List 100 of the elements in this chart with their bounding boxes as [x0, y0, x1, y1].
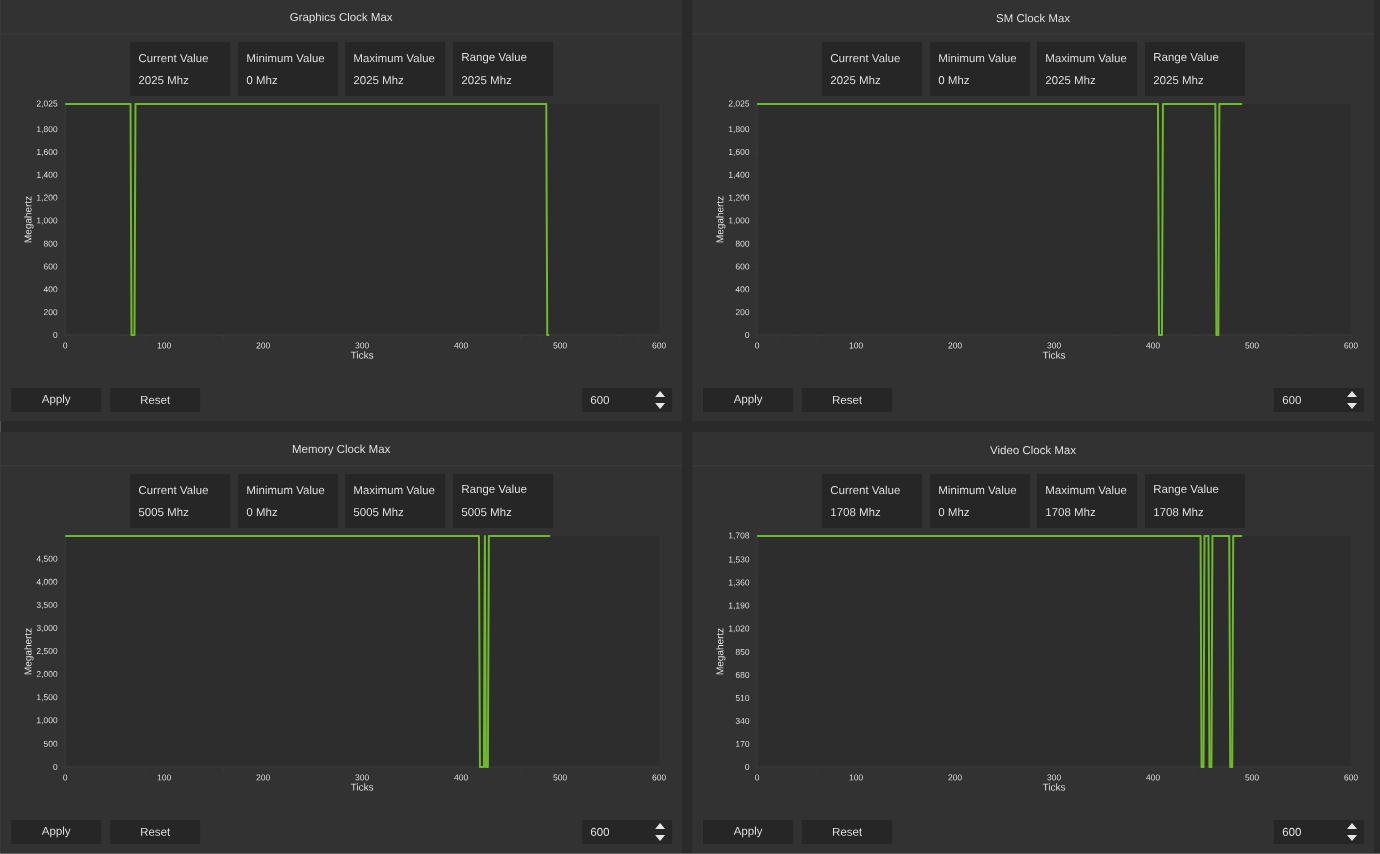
text: 600	[590, 395, 610, 405]
y-tick-label: 1,500	[37, 694, 58, 702]
x-axis-title: Ticks	[1042, 351, 1066, 359]
text: 0 Mhz	[246, 507, 278, 517]
y-tick-label: 680	[735, 672, 750, 679]
text: Apply	[41, 826, 71, 838]
text: Reset	[833, 396, 863, 405]
x-tick-label: 0	[63, 774, 68, 781]
x-tick-label: 100	[157, 342, 171, 349]
y-tick-label: 2,025	[728, 100, 750, 108]
text: 600	[590, 827, 610, 837]
x-tick-label: 300	[355, 774, 369, 781]
x-tick-label: 200	[948, 342, 962, 349]
y-tick-label: 1,200	[728, 194, 750, 202]
y-tick-label: 500	[43, 740, 58, 747]
text: 2025 Mhz	[1045, 75, 1096, 85]
text: 0 Mhz	[246, 75, 278, 85]
x-tick-label: 600	[1344, 342, 1358, 349]
y-axis-title: Megahertz	[24, 196, 34, 243]
x-tick-label: 0	[63, 342, 68, 349]
x-tick-label: 400	[1146, 342, 1160, 349]
y-tick-label: 0	[53, 332, 58, 339]
text: Apply	[733, 394, 763, 406]
x-axis-title: Ticks	[350, 783, 374, 791]
text: Minimum Value	[939, 485, 1017, 495]
y-tick-label: 0	[745, 332, 750, 339]
y-tick-label: 4,000	[36, 578, 58, 586]
x-axis-title: Ticks	[350, 351, 374, 359]
y-tick-label: 1,800	[728, 126, 750, 134]
text: Reset	[141, 396, 171, 405]
y-tick-label: 1,360	[728, 579, 750, 587]
text: 1708 Mhz	[1046, 507, 1096, 517]
y-tick-label: 1,000	[37, 717, 58, 725]
x-tick-label: 300	[1047, 774, 1061, 781]
x-axis-title: Ticks	[1042, 783, 1066, 791]
y-tick-label: 1,600	[37, 149, 58, 157]
y-tick-label: 1,000	[728, 217, 750, 225]
y-axis-title: Megahertz	[24, 628, 34, 675]
chart-title: SM Clock Max	[996, 13, 1070, 23]
text: Maximum Value	[1046, 53, 1127, 63]
y-tick-label: 3,500	[36, 601, 58, 609]
y-tick-label: 1,020	[728, 625, 750, 633]
y-tick-label: 0	[53, 763, 58, 770]
y-tick-label: 1,000	[37, 217, 58, 225]
x-tick-label: 600	[652, 774, 666, 781]
y-tick-label: 170	[736, 740, 750, 747]
y-tick-label: 1,800	[37, 126, 58, 134]
text: Current Value	[830, 485, 900, 495]
y-tick-label: 1,600	[728, 149, 750, 157]
text: 600	[1282, 395, 1301, 405]
x-tick-label: 400	[454, 774, 468, 781]
y-tick-label: 1,400	[37, 171, 58, 179]
x-tick-label: 600	[1344, 774, 1358, 781]
x-tick-label: 100	[849, 774, 863, 781]
y-tick-label: 2,000	[36, 671, 58, 679]
text: Reset	[141, 827, 171, 836]
y-tick-label: 3,000	[36, 625, 58, 633]
text: 2025 Mhz	[138, 75, 189, 85]
y-tick-label: 1,190	[728, 602, 750, 610]
text: 600	[1282, 827, 1301, 837]
text: Reset	[833, 827, 863, 836]
x-tick-label: 100	[849, 342, 863, 349]
text: Maximum Value	[354, 485, 435, 495]
y-tick-label: 340	[735, 717, 750, 724]
text: 2025 Mhz	[830, 75, 881, 85]
text: Current Value	[138, 485, 208, 495]
y-tick-label: 0	[745, 763, 750, 770]
y-tick-label: 2,500	[36, 648, 58, 656]
x-tick-label: 600	[652, 342, 666, 349]
y-tick-label: 200	[43, 309, 58, 316]
x-tick-label: 100	[157, 774, 171, 781]
x-tick-label: 500	[553, 774, 567, 781]
y-axis-title: Megahertz	[716, 628, 726, 675]
y-tick-label: 4,500	[36, 555, 58, 563]
x-tick-label: 400	[454, 342, 468, 349]
text: Maximum Value	[1046, 485, 1127, 495]
text: 0 Mhz	[938, 507, 969, 517]
y-tick-label: 1,400	[728, 171, 750, 179]
y-tick-label: 600	[43, 263, 58, 270]
y-axis-title: Megahertz	[716, 196, 726, 243]
x-tick-label: 200	[256, 774, 270, 781]
text: Range Value	[462, 52, 527, 64]
y-tick-label: 800	[735, 240, 750, 247]
x-tick-label: 200	[256, 342, 270, 349]
y-tick-label: 510	[735, 694, 750, 701]
text: 2025 Mhz	[461, 75, 512, 85]
x-tick-label: 300	[1047, 342, 1061, 349]
text: Range Value	[1154, 484, 1219, 496]
text: Minimum Value	[247, 485, 325, 495]
x-tick-label: 500	[553, 342, 567, 349]
chart-title: Graphics Clock Max	[290, 12, 393, 24]
x-tick-label: 200	[948, 774, 962, 781]
y-tick-label: 400	[735, 286, 750, 293]
chart-title: Video Clock Max	[990, 445, 1076, 455]
x-tick-label: 500	[1245, 774, 1259, 781]
y-tick-label: 1,200	[37, 194, 58, 202]
text: Range Value	[462, 484, 527, 496]
y-tick-label: 2,025	[36, 100, 58, 108]
text: 5005 Mhz	[138, 507, 189, 517]
text: Maximum Value	[354, 53, 435, 63]
